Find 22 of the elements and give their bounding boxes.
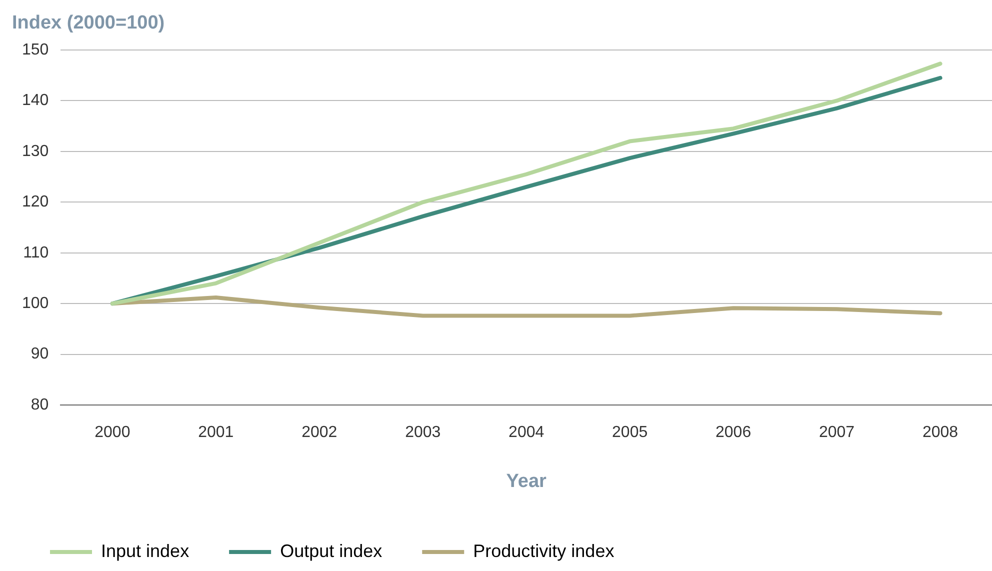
x-tick-label: 2007 <box>818 424 855 442</box>
x-tick-label: 2003 <box>405 424 441 442</box>
legend-label: Input index <box>101 540 190 561</box>
y-tick-label: 140 <box>22 92 49 110</box>
y-tick-label: 150 <box>22 41 49 58</box>
y-tick-label: 90 <box>30 346 49 363</box>
x-tick-label: 2008 <box>922 424 958 442</box>
y-axis-title: Index (2000=100) <box>12 12 165 34</box>
y-tick-label: 80 <box>30 396 49 414</box>
x-tick-label: 2005 <box>612 424 648 442</box>
x-tick-label: 2006 <box>716 424 752 442</box>
legend-label: Output index <box>280 540 382 561</box>
x-tick-label: 2000 <box>94 424 130 442</box>
y-tick-label: 120 <box>22 194 49 211</box>
x-tick-label: 2004 <box>508 424 544 442</box>
y-tick-label: 110 <box>23 244 49 262</box>
x-axis-title: Year <box>506 470 548 492</box>
x-tick-label: 2002 <box>302 424 338 442</box>
x-tick-label: 2001 <box>198 424 234 442</box>
y-tick-label: 100 <box>22 294 49 312</box>
legend-label: Productivity index <box>473 540 614 561</box>
y-tick-label: 130 <box>22 142 49 160</box>
